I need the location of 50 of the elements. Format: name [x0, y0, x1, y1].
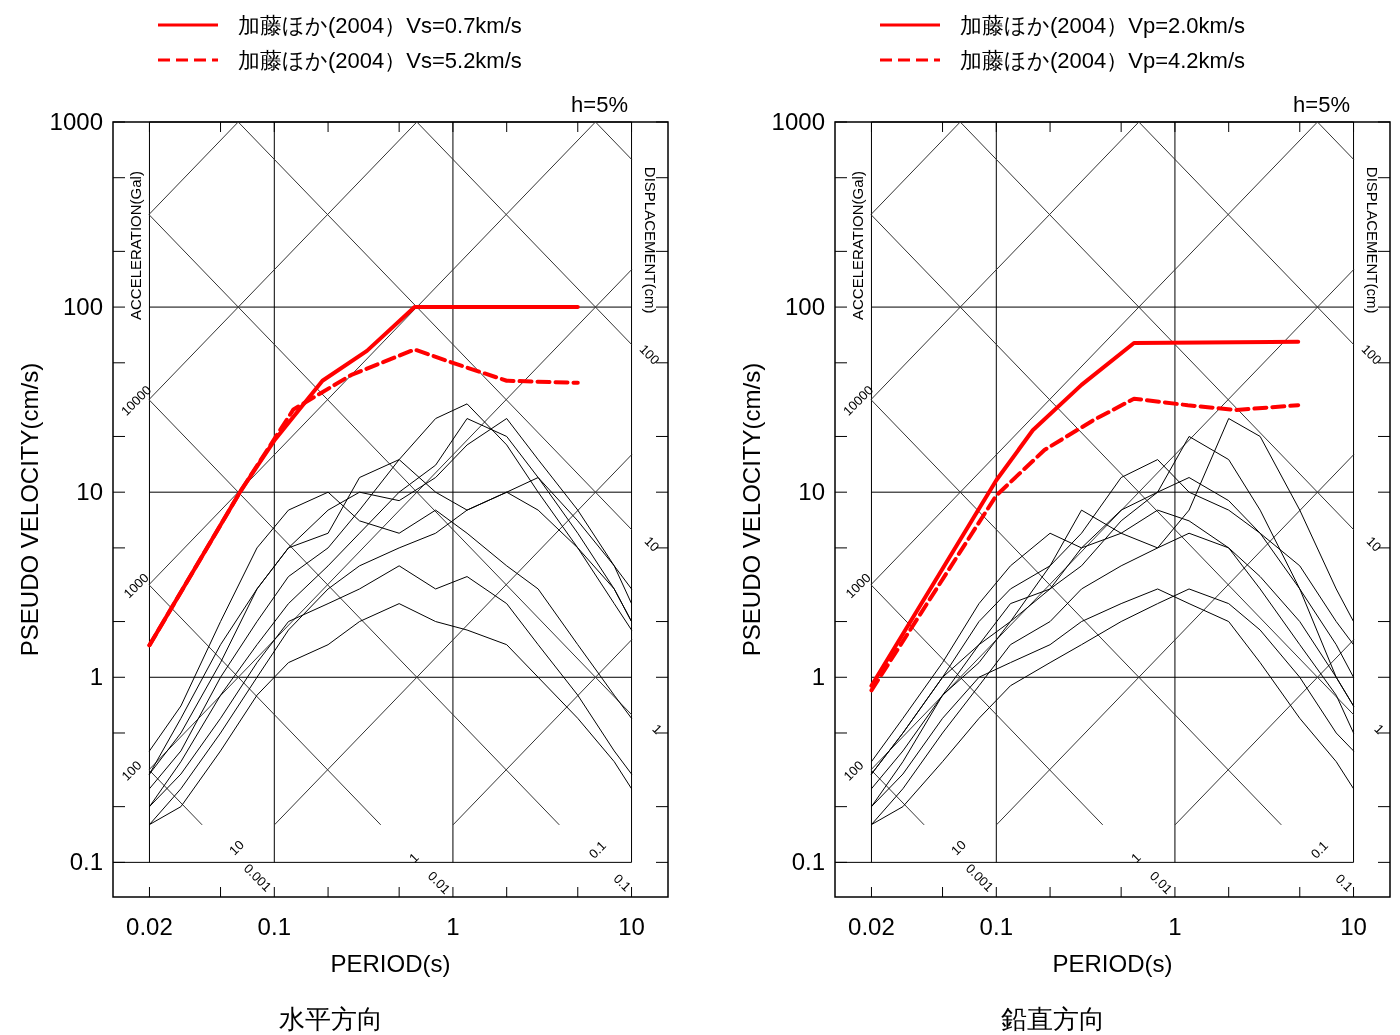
y-tick-label: 0.1	[791, 848, 825, 876]
x-tick-label: 1	[446, 913, 460, 940]
x-axis-title: PERIOD(s)	[1052, 950, 1173, 977]
x-tick-label: 10	[618, 913, 645, 940]
annotation: 10	[948, 837, 969, 859]
legend-label: 加藤ほか(2004）Vs=5.2km/s	[238, 48, 522, 73]
annotation: 0.1	[585, 837, 610, 862]
legend-label: 加藤ほか(2004）Vp=2.0km/s	[960, 13, 1246, 38]
text: 水平方向	[278, 1004, 383, 1034]
annotation: 1	[1371, 721, 1388, 737]
x-tick-label: 0.02	[848, 913, 895, 940]
annotation: ACCELERATION(Gal)	[848, 171, 866, 321]
x-axis-title: PERIOD(s)	[330, 950, 451, 977]
annotation: ACCELERATION(Gal)	[126, 171, 144, 321]
annotation: 1	[405, 849, 422, 866]
annotation: 100	[840, 757, 867, 784]
y-tick-label: 100	[784, 293, 825, 321]
annotation: DISPLACEMENT(cm)	[1363, 166, 1381, 314]
y-axis-title: PSEUDO VELOCITY(cm/s)	[16, 362, 43, 657]
annotation: 100	[1358, 341, 1385, 368]
legend-label: 加藤ほか(2004）Vp=4.2km/s	[960, 48, 1246, 73]
x-tick-label: 1	[1168, 913, 1182, 940]
annotation: DISPLACEMENT(cm)	[641, 166, 659, 314]
annotation: 10	[226, 837, 247, 859]
y-tick-label: 1	[811, 663, 825, 691]
y-tick-label: 1000	[771, 108, 825, 135]
annotation: 100	[118, 757, 145, 784]
annotation: 100	[636, 341, 663, 368]
y-tick-label: 10	[76, 478, 103, 506]
annotation: 10	[1363, 533, 1385, 555]
legend-label: 加藤ほか(2004）Vs=0.7km/s	[238, 13, 522, 38]
text: h=5%	[1293, 92, 1350, 117]
annotation: 1	[649, 721, 666, 737]
x-tick-label: 0.1	[257, 913, 291, 940]
x-tick-label: 0.02	[126, 913, 173, 940]
y-tick-label: 100	[62, 293, 103, 321]
text: h=5%	[571, 92, 628, 117]
y-axis-title: PSEUDO VELOCITY(cm/s)	[738, 362, 765, 657]
annotation: 10	[641, 533, 663, 555]
y-tick-label: 10	[798, 478, 825, 506]
x-tick-label: 0.1	[979, 913, 1013, 940]
annotation: 0.1	[610, 870, 635, 895]
text: 鉛直方向	[1000, 1004, 1105, 1034]
annotation: 1	[1127, 849, 1144, 866]
y-tick-label: 1000	[49, 108, 103, 135]
x-tick-label: 10	[1340, 913, 1367, 940]
y-tick-label: 0.1	[69, 848, 103, 876]
annotation: 0.1	[1307, 837, 1332, 862]
annotation: 0.1	[1332, 870, 1357, 895]
y-tick-label: 1	[89, 663, 103, 691]
